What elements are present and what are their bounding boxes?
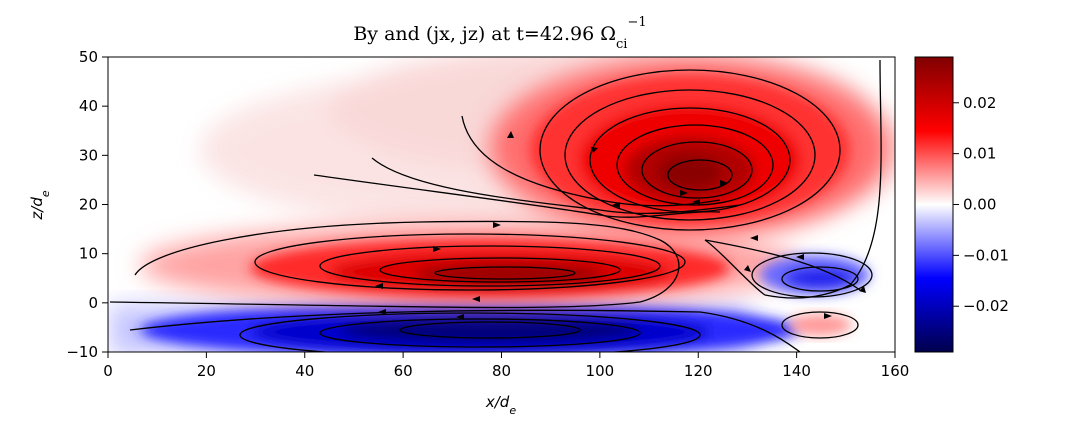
colorbar-tick-label: −0.01 [963,246,1009,264]
x-tick-label: 80 [492,362,511,380]
y-tick-label: 30 [79,146,98,164]
x-axis: 0 20 40 60 80 100 120 140 160 [103,352,909,380]
x-axis-label: x/de [485,393,516,417]
x-tick-label: 40 [295,362,314,380]
chart-title: By and (jx, jz) at t=42.96 Ωci−1 [353,15,646,52]
x-tick-label: 100 [586,362,615,380]
x-tick-label: 140 [782,362,811,380]
colorbar-tick-label: 0.02 [963,94,996,112]
y-tick-label: 40 [79,97,98,115]
x-tick-label: 160 [881,362,910,380]
y-axis: −10 0 10 20 30 40 50 [66,48,108,361]
x-tick-label: 20 [197,362,216,380]
colorbar-tick-label: 0.01 [963,145,996,163]
colorbar-tick-label: 0.00 [963,196,996,214]
x-tick-label: 0 [103,362,113,380]
y-tick-label: 10 [79,245,98,263]
y-axis-label: z/de [28,190,52,220]
x-tick-label: 120 [684,362,713,380]
colorbar-tick-label: −0.02 [963,297,1009,315]
colorbar-axis: −0.02 −0.01 0.00 0.01 0.02 [953,94,1009,315]
y-tick-label: 0 [88,294,98,312]
colorbar [914,56,954,353]
x-tick-label: 60 [394,362,413,380]
streamline-arrows [375,131,866,320]
current-streamlines [109,59,882,352]
heatmap-field [108,57,895,352]
y-tick-label: 20 [79,196,98,214]
y-tick-label: 50 [79,48,98,66]
y-tick-label: −10 [66,343,98,361]
